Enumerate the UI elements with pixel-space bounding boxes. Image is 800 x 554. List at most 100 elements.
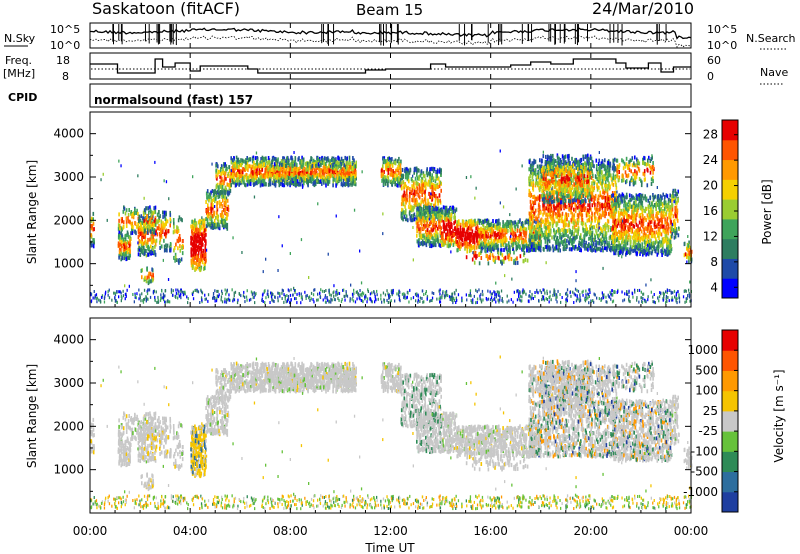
- power-mark: [160, 230, 162, 234]
- power-mark: [119, 250, 121, 254]
- power-mark: [383, 158, 385, 162]
- power-mark: [453, 221, 455, 225]
- power-panel: 4000300020001000 Slant Range [km] 282420…: [25, 112, 774, 307]
- power-mark: [342, 175, 344, 179]
- power-mark: [205, 233, 207, 237]
- power-mark: [480, 235, 482, 239]
- power-mark: [126, 224, 128, 228]
- power-mark: [194, 261, 196, 265]
- power-mark: [173, 230, 175, 234]
- power-mark: [139, 216, 141, 220]
- power-mark: [447, 244, 449, 248]
- power-mark: [301, 156, 303, 160]
- power-mark: [407, 218, 409, 222]
- power-mark: [433, 228, 435, 232]
- power-mark: [162, 215, 164, 219]
- power-mark: [387, 162, 389, 166]
- power-mark: [221, 172, 223, 176]
- power-mark: [392, 164, 394, 168]
- power-mark: [300, 164, 302, 168]
- power-mark: [401, 202, 403, 206]
- power-mark: [282, 183, 284, 187]
- power-mark: [222, 223, 224, 227]
- power-mark: [132, 213, 134, 217]
- power-mark: [457, 243, 459, 247]
- power-mark: [416, 190, 418, 194]
- noise-right-tick-top: 10^5: [707, 23, 737, 36]
- power-mark: [466, 241, 468, 245]
- power-mark: [303, 158, 305, 162]
- power-mark: [241, 174, 243, 178]
- power-mark: [401, 216, 403, 220]
- power-mark: [239, 170, 241, 174]
- power-mark: [532, 221, 534, 225]
- noise-panel: N.Sky 10^5 10^0 10^5 10^0 N.Search: [4, 23, 796, 52]
- power-mark: [425, 238, 427, 242]
- power-mark: [202, 236, 204, 240]
- power-mark: [500, 244, 502, 248]
- power-mark: [238, 165, 240, 169]
- power-mark: [432, 214, 434, 218]
- power-mark: [441, 210, 443, 214]
- power-mark: [325, 162, 327, 166]
- power-mark: [388, 176, 390, 180]
- power-mark: [507, 255, 509, 259]
- power-mark: [457, 248, 459, 252]
- power-mark: [202, 254, 204, 258]
- power-mark: [393, 178, 395, 182]
- power-mark: [462, 228, 464, 232]
- power-mark: [348, 179, 350, 183]
- power-mark: [398, 157, 400, 161]
- power-mark: [167, 244, 169, 248]
- power-mark: [322, 158, 324, 162]
- power-mark: [227, 192, 229, 196]
- power-mark: [138, 235, 140, 239]
- frequency-step-line: [90, 59, 691, 73]
- cpid-mode: normalsound (fast) 157: [94, 93, 253, 107]
- power-mark: [451, 238, 453, 242]
- power-mark: [121, 252, 123, 256]
- power-mark: [325, 184, 327, 188]
- power-mark: [479, 252, 481, 256]
- power-mark: [138, 239, 140, 243]
- power-mark: [214, 219, 216, 223]
- power-mark: [249, 157, 251, 161]
- power-mark: [339, 164, 341, 168]
- power-mark: [416, 198, 418, 202]
- power-mark: [123, 256, 125, 260]
- power-mark: [414, 167, 416, 171]
- power-mark: [514, 238, 516, 242]
- power-mark: [561, 228, 563, 232]
- power-mark: [522, 240, 524, 244]
- power-mark: [190, 225, 192, 229]
- power-mark: [167, 219, 169, 223]
- power-mark: [244, 183, 246, 187]
- power-mark: [597, 247, 599, 251]
- power-mark: [427, 224, 429, 228]
- power-mark: [482, 230, 484, 234]
- power-mark: [293, 172, 295, 176]
- power-mark: [240, 163, 242, 167]
- power-mark: [429, 230, 431, 234]
- noise-left-tick-top: 10^5: [50, 23, 80, 36]
- power-mark: [352, 176, 354, 180]
- power-mark: [194, 219, 196, 223]
- power-mark: [580, 248, 582, 252]
- power-mark: [443, 227, 445, 231]
- power-mark: [435, 206, 437, 210]
- power-mark: [431, 210, 433, 214]
- power-mark: [174, 246, 176, 250]
- power-mark: [194, 250, 196, 254]
- power-mark: [450, 207, 452, 211]
- power-mark: [91, 233, 93, 237]
- freq-label: Freq.: [5, 54, 32, 67]
- power-mark: [339, 176, 341, 180]
- power-mark: [413, 208, 415, 212]
- power-mark: [262, 168, 264, 172]
- power-mark: [156, 220, 158, 224]
- power-mark: [143, 246, 145, 250]
- power-mark: [237, 172, 239, 176]
- power-mark: [353, 164, 355, 168]
- power-mark: [203, 253, 205, 257]
- power-mark: [252, 172, 254, 176]
